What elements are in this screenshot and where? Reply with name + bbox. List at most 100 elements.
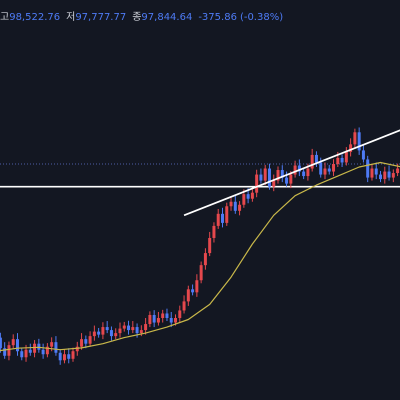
candle-body bbox=[353, 132, 357, 145]
candle-body bbox=[349, 144, 353, 152]
candle-body bbox=[122, 325, 126, 329]
trend-line bbox=[183, 129, 400, 217]
candle-body bbox=[374, 168, 378, 175]
candle-body bbox=[323, 168, 327, 175]
candle-body bbox=[15, 339, 19, 352]
candle-body bbox=[208, 237, 212, 254]
candle-body bbox=[216, 213, 220, 226]
candle-body bbox=[84, 339, 88, 344]
candle-body bbox=[387, 171, 391, 178]
candle-body bbox=[127, 325, 131, 331]
candle-body bbox=[370, 168, 374, 178]
close-label: 종 bbox=[132, 12, 142, 23]
candle-body bbox=[203, 253, 207, 266]
high-value: 98,522.76 bbox=[9, 12, 61, 23]
candle-body bbox=[225, 206, 229, 223]
candle-body bbox=[220, 213, 224, 223]
candle-body bbox=[139, 330, 143, 334]
candle-body bbox=[272, 180, 276, 187]
change-value: -375.86 bbox=[198, 12, 237, 23]
candle-body bbox=[293, 165, 297, 175]
candle-body bbox=[41, 349, 45, 355]
candle-body bbox=[314, 154, 318, 163]
candle-body bbox=[361, 150, 365, 160]
candle-body bbox=[161, 313, 165, 319]
candle-body bbox=[0, 337, 2, 349]
candle-body bbox=[267, 168, 271, 187]
candle-body bbox=[276, 170, 280, 181]
candle-body bbox=[105, 327, 109, 331]
candle-body bbox=[310, 154, 314, 169]
candle-body bbox=[156, 318, 160, 323]
candle-body bbox=[37, 343, 41, 350]
change-percent: (-0.38%) bbox=[239, 12, 284, 23]
candle-body bbox=[71, 351, 75, 359]
candle-body bbox=[58, 352, 62, 361]
candle-body bbox=[24, 349, 28, 358]
candle-body bbox=[319, 162, 323, 175]
candle-body bbox=[75, 346, 79, 352]
candle-body bbox=[131, 327, 135, 331]
candle-body bbox=[135, 327, 139, 334]
candle-body bbox=[229, 201, 233, 207]
candle-body bbox=[285, 177, 289, 184]
candle-body bbox=[88, 336, 92, 344]
candle-body bbox=[246, 194, 250, 199]
candle-body bbox=[148, 314, 152, 325]
candle-body bbox=[297, 165, 301, 172]
candle-body bbox=[109, 330, 113, 337]
candle-body bbox=[233, 201, 237, 211]
candle-body bbox=[165, 313, 169, 319]
candle-body bbox=[11, 339, 15, 346]
candle-body bbox=[182, 301, 186, 311]
candle-body bbox=[302, 171, 306, 177]
candle-body bbox=[263, 168, 267, 181]
candle-body bbox=[118, 328, 122, 334]
candle-body bbox=[327, 168, 331, 172]
moving-average-line bbox=[0, 161, 400, 352]
candle-body bbox=[255, 174, 259, 193]
candle-body bbox=[199, 265, 203, 281]
candle-body bbox=[20, 351, 24, 358]
candle-body bbox=[289, 174, 293, 184]
ohlc-header: 고98,522.76 저97,777.77 종97,844.64 -375.86 (-0… bbox=[0, 10, 286, 26]
candle-body bbox=[383, 171, 387, 180]
candle-body bbox=[191, 289, 195, 293]
candle-body bbox=[250, 192, 254, 199]
candle-body bbox=[280, 170, 284, 178]
candle-body bbox=[212, 225, 216, 238]
candle-body bbox=[7, 345, 11, 356]
candle-body bbox=[174, 318, 178, 323]
low-value: 97,777.77 bbox=[75, 12, 127, 23]
candle-body bbox=[54, 342, 58, 353]
candle-body bbox=[3, 348, 7, 356]
candle-body bbox=[379, 174, 383, 180]
candle-body bbox=[50, 342, 54, 347]
candle-body bbox=[344, 151, 348, 163]
high-label: 고 bbox=[0, 12, 10, 23]
candle-body bbox=[67, 354, 71, 359]
candle-body bbox=[332, 163, 336, 172]
candle-body bbox=[45, 346, 49, 355]
candle-body bbox=[114, 333, 118, 337]
candle-body bbox=[340, 157, 344, 163]
candle-body bbox=[62, 354, 66, 361]
candle-body bbox=[195, 280, 199, 293]
candle-body bbox=[80, 339, 84, 347]
candle-body bbox=[259, 174, 263, 181]
low-label: 저 bbox=[66, 12, 76, 23]
candle-body bbox=[28, 349, 32, 353]
candle-body bbox=[238, 204, 242, 211]
candle-body bbox=[169, 318, 173, 323]
candle-body bbox=[152, 314, 156, 323]
candle-body bbox=[178, 310, 182, 319]
candle-body bbox=[391, 173, 395, 178]
candle-body bbox=[33, 343, 37, 353]
candle-body bbox=[366, 159, 370, 178]
candle-body bbox=[306, 168, 310, 177]
candle-body bbox=[357, 132, 361, 151]
candle-body bbox=[336, 157, 340, 164]
close-value: 97,844.64 bbox=[141, 12, 193, 23]
